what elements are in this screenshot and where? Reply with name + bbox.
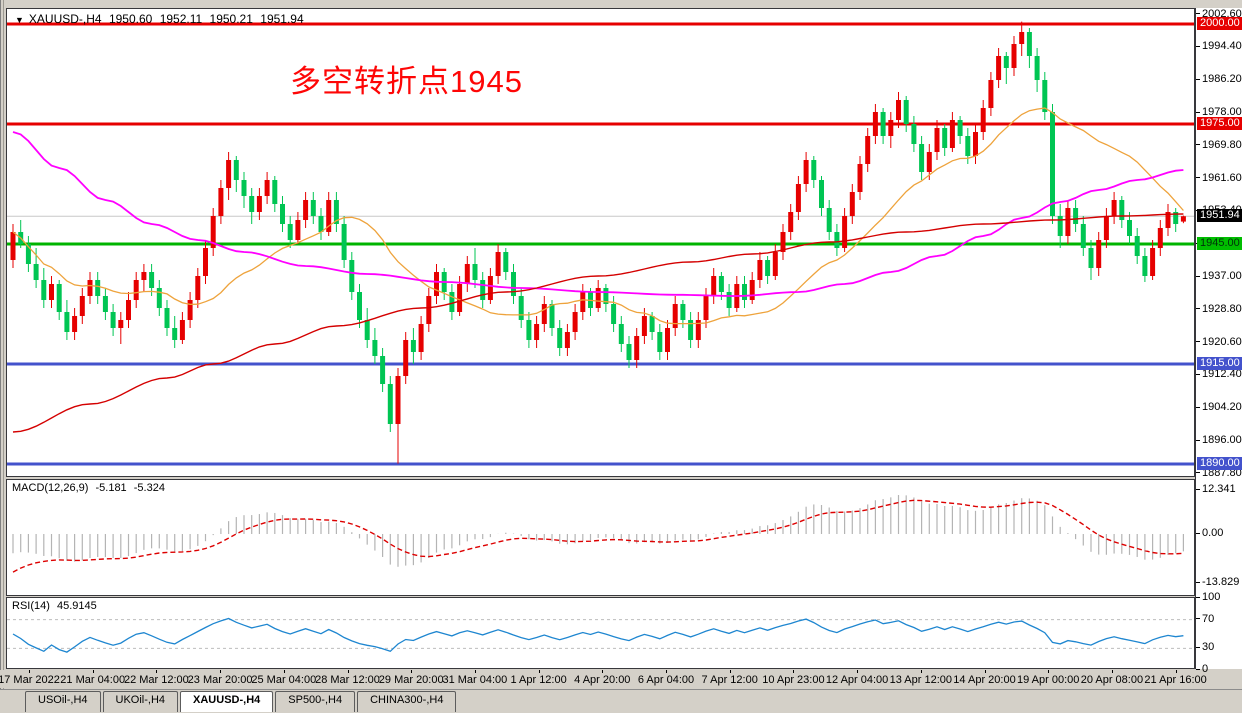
- ohlc-high: 1952.11: [159, 12, 203, 26]
- time-tick-label: 21 Mar 04:00: [60, 674, 126, 686]
- window-left-frame-inner: [3, 0, 4, 690]
- time-tick-label: 13 Apr 12:00: [889, 674, 952, 686]
- rsi-tick-label: 30: [1196, 641, 1214, 653]
- rsi-indicator-pane[interactable]: RSI(14) 45.9145: [6, 597, 1195, 669]
- price-tick-label: 1912.40: [1196, 368, 1242, 380]
- rsi-tick-label: 70: [1196, 613, 1214, 625]
- macd-chart-canvas: [12, 495, 1185, 573]
- price-tick-label: 1994.40: [1196, 40, 1242, 52]
- chart-tab-sp500-h4[interactable]: SP500-,H4: [275, 691, 356, 712]
- time-tick-mark: [92, 670, 94, 673]
- macd-value-signal: -5.324: [133, 482, 165, 494]
- time-tick-label: 7 Apr 12:00: [701, 674, 758, 686]
- price-tick-label: 1928.80: [1196, 303, 1242, 315]
- time-tick-mark: [538, 670, 540, 673]
- main-chart-pane[interactable]: ▼ XAUUSD-,H4 1950.60 1952.11 1950.21 1951…: [6, 8, 1195, 477]
- time-tick-mark: [857, 670, 859, 673]
- time-tick-mark: [1048, 670, 1050, 673]
- price-scale-axis[interactable]: 2002.60 1994.40 1986.20 1978.00 1969.80 1961.…: [1195, 8, 1242, 675]
- window-left-frame: [0, 0, 1, 699]
- chart-title: ▼ XAUUSD-,H4 1950.60 1952.11 1950.21 1951…: [15, 12, 308, 26]
- chart-annotation-text: 多空转折点1945: [290, 64, 523, 99]
- ohlc-low: 1950.21: [209, 12, 253, 26]
- time-tick-label: 4 Apr 20:00: [574, 674, 631, 686]
- time-tick-mark: [920, 670, 922, 673]
- level-price-badge: 1975.00: [1197, 117, 1242, 130]
- macd-indicator-pane[interactable]: MACD(12,26,9) -5.181 -5.324: [6, 479, 1195, 596]
- chart-symbol-timeframe: XAUUSD-,H4: [28, 12, 102, 26]
- time-tick-mark: [666, 670, 667, 673]
- chart-tab-strip: USOil-,H4 UKOil-,H4 XAUUSD-,H4 SP500-,H4 CHI…: [0, 689, 1242, 713]
- time-tick-mark: [283, 670, 285, 673]
- time-tick-label: 29 Mar 20:00: [378, 674, 444, 686]
- time-tick-mark: [1111, 670, 1113, 673]
- chart-tab-ukoil-h4[interactable]: UKOil-,H4: [102, 691, 179, 712]
- price-tick-label: 1978.00: [1196, 106, 1242, 118]
- price-tick-label: 1961.60: [1196, 172, 1242, 184]
- price-tick-label: 1969.80: [1196, 139, 1242, 151]
- time-tick-mark: [474, 670, 476, 673]
- price-tick-label: 1986.20: [1196, 73, 1242, 85]
- time-tick-label: 19 Apr 00:00: [1016, 674, 1080, 686]
- rsi-chart-canvas: [7, 617, 1194, 653]
- macd-label: MACD(12,26,9) -5.181 -5.324: [12, 482, 169, 494]
- chart-tab-xauusd-h4[interactable]: XAUUSD-,H4: [180, 691, 274, 712]
- time-tick-mark: [602, 670, 604, 673]
- time-tick-label: 21 Apr 16:00: [1144, 674, 1207, 686]
- time-tick-mark: [220, 670, 222, 673]
- rsi-value: 45.9145: [56, 600, 97, 612]
- time-tick-mark: [156, 670, 158, 673]
- macd-tick-label: -13.829: [1196, 576, 1239, 588]
- chart-tab-usoil-h4[interactable]: USOil-,H4: [25, 691, 101, 712]
- price-tick-label: 1920.60: [1196, 336, 1242, 348]
- macd-tick-label: 12.341: [1196, 483, 1236, 495]
- level-price-badge: 1890.00: [1197, 457, 1242, 470]
- time-tick-label: 1 Apr 12:00: [510, 674, 567, 686]
- time-tick-label: 6 Apr 04:00: [637, 674, 695, 686]
- time-tick-mark: [793, 670, 795, 673]
- time-tick-mark: [347, 670, 349, 673]
- time-tick-mark: [729, 670, 731, 673]
- time-tick-mark: [1175, 670, 1177, 673]
- current-price-badge: 1951.94: [1197, 209, 1242, 223]
- time-tick-mark: [411, 670, 413, 673]
- macd-tick-label: 0.00: [1196, 527, 1223, 539]
- rsi-label: RSI(14) 45.9145: [12, 600, 101, 612]
- ohlc-close: 1951.94: [260, 12, 304, 26]
- time-tick-label: 28 Mar 12:00: [315, 674, 380, 686]
- time-tick-label: 25 Mar 04:00: [251, 674, 317, 686]
- time-tick-label: 23 Mar 20:00: [187, 674, 253, 686]
- price-tick-label: 1904.20: [1196, 401, 1242, 413]
- time-tick-label: 31 Mar 04:00: [442, 674, 508, 686]
- candlestick-chart-canvas[interactable]: [7, 9, 1194, 476]
- price-tick-label: 1937.00: [1196, 270, 1242, 282]
- time-tick-label: 14 Apr 20:00: [953, 674, 1016, 686]
- rsi-tick-label: 100: [1196, 591, 1220, 603]
- chart-tab-china300-h4[interactable]: CHINA300-,H4: [357, 691, 457, 712]
- time-scale-axis[interactable]: 17 Mar 2022 21 Mar 04:00 22 Mar 12:00 23 Ma…: [0, 670, 1242, 688]
- rsi-tick-label: 0: [1196, 663, 1208, 675]
- level-price-badge: 1915.00: [1197, 357, 1242, 370]
- macd-value-main: -5.181: [95, 482, 127, 494]
- time-tick-label: 22 Mar 12:00: [123, 674, 189, 686]
- level-price-badge: 2000.00: [1197, 17, 1242, 30]
- time-tick-mark: [984, 670, 986, 673]
- rsi-name: RSI(14): [12, 600, 50, 612]
- ohlc-open: 1950.60: [108, 12, 153, 26]
- time-tick-label: 20 Apr 08:00: [1080, 674, 1144, 686]
- symbol-dropdown-icon[interactable]: ▼: [15, 15, 24, 25]
- price-tick-label: 2002.60: [1196, 8, 1242, 20]
- price-tick-label: 1896.00: [1196, 434, 1242, 446]
- time-tick-label: 10 Apr 23:00: [762, 674, 825, 686]
- level-price-badge: 1945.00: [1197, 237, 1242, 250]
- time-tick-label: 17 Mar 2022: [0, 674, 60, 686]
- macd-name: MACD(12,26,9): [12, 482, 89, 494]
- time-tick-mark: [29, 670, 30, 673]
- time-tick-label: 12 Apr 04:00: [825, 674, 889, 686]
